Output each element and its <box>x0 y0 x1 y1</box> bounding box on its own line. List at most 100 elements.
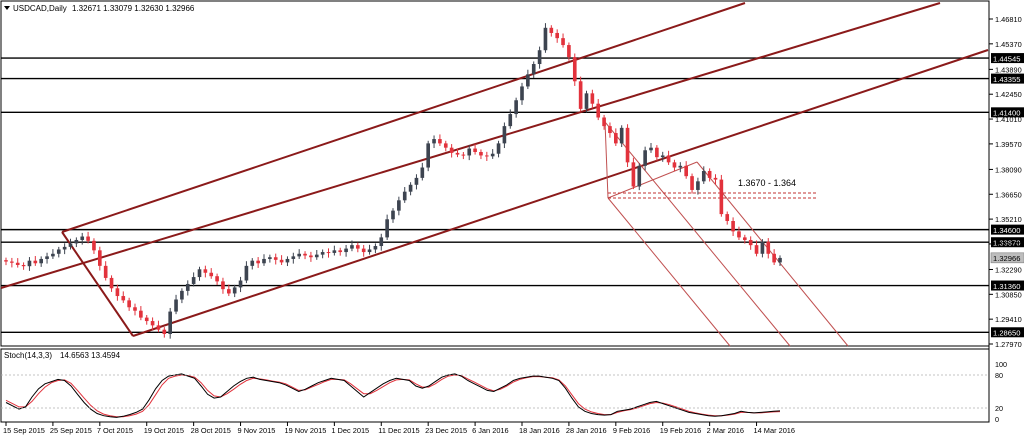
candle <box>291 252 296 264</box>
candle-body <box>215 276 219 282</box>
candle-body <box>86 236 90 241</box>
candle-body <box>555 32 559 39</box>
level-tag-6: 1.28650 <box>993 329 1020 338</box>
stoch-lines <box>5 373 781 418</box>
candle-body <box>133 307 137 311</box>
candle <box>737 226 741 240</box>
candle-body <box>666 155 671 163</box>
desc-channel-bottom[interactable] <box>607 197 731 347</box>
candle-body <box>737 231 741 238</box>
stoch-main-line <box>5 373 781 418</box>
date-tick-label-9: 23 Dec 2015 <box>425 426 467 435</box>
channel-middle-line[interactable] <box>0 2 941 289</box>
candle <box>713 174 718 185</box>
candle-body <box>467 148 472 156</box>
candle <box>92 238 96 254</box>
candle-body <box>660 155 665 158</box>
candle <box>502 122 507 149</box>
desc-channel-mid[interactable] <box>604 121 791 347</box>
candle-body <box>725 214 730 222</box>
current-price-tag-bg <box>990 252 1024 264</box>
candle-body <box>455 152 460 155</box>
candle-body <box>631 162 636 187</box>
candle-body <box>127 300 131 308</box>
candle-body <box>496 143 501 154</box>
candle <box>631 157 636 190</box>
candle <box>56 246 61 258</box>
candle-body <box>385 219 389 238</box>
candle-body <box>326 252 331 254</box>
candle-body <box>690 176 694 190</box>
candle-body <box>314 254 319 258</box>
stoch-signal-line <box>5 374 781 418</box>
channel-lower-line[interactable] <box>132 49 989 337</box>
candle-body <box>156 325 161 330</box>
stoch-panel[interactable] <box>0 348 990 423</box>
candle <box>490 149 495 159</box>
candle <box>725 211 730 225</box>
desc-channel-base <box>607 161 698 199</box>
candle <box>262 254 266 266</box>
horizontal-levels <box>1 57 989 333</box>
candle-body <box>250 260 255 266</box>
candle <box>15 258 20 268</box>
channel-upper-line[interactable] <box>61 2 746 233</box>
candle <box>74 237 79 248</box>
candle-body <box>572 57 577 82</box>
candle <box>385 214 389 240</box>
candle-body <box>625 127 630 163</box>
candle-body <box>473 148 477 153</box>
stoch-level-label-3: 0 <box>995 415 999 424</box>
candle <box>684 161 688 179</box>
candle <box>690 173 694 194</box>
candle <box>39 256 43 267</box>
price-tick-label-1: 1.45370 <box>995 40 1022 49</box>
ohlc-values: 1.32671 1.33079 1.32630 1.32966 <box>72 4 195 13</box>
candle <box>121 291 126 303</box>
candle <box>62 243 67 255</box>
price-tick-label-11: 1.30850 <box>995 290 1022 299</box>
candle <box>408 182 413 196</box>
candle <box>561 33 565 48</box>
candle-body <box>514 100 518 115</box>
candle-body <box>297 253 301 257</box>
price-tick-label-0: 1.46810 <box>995 15 1022 24</box>
candle-body <box>502 126 507 144</box>
candle-body <box>707 170 712 178</box>
price-axis: 1.44545 1.43355 1.41400 1.34600 1.33870 1.313… <box>989 15 1024 349</box>
stoch-level-label-0: 100 <box>995 360 1007 369</box>
candle <box>297 249 301 259</box>
candle <box>666 150 671 165</box>
candle <box>250 258 255 270</box>
dropdown-triangle-icon[interactable] <box>4 6 10 10</box>
candle <box>778 255 782 267</box>
candle-body <box>68 243 73 247</box>
candle-body <box>596 103 601 118</box>
main-chart-panel[interactable] <box>0 0 990 347</box>
stoch-axis: 100 80 20 0 <box>1 360 1007 424</box>
candle-body <box>197 269 202 278</box>
candle-body <box>543 27 548 51</box>
candle <box>309 251 313 262</box>
candle-body <box>115 288 120 297</box>
candle-body <box>420 167 425 178</box>
candle <box>608 122 612 138</box>
level-tag-bg-6 <box>991 327 1024 338</box>
candle <box>109 275 114 292</box>
candle-body <box>367 249 372 253</box>
price-tick-label-8: 1.35210 <box>995 215 1022 224</box>
candle-body <box>121 296 126 301</box>
candle <box>197 266 202 281</box>
candle <box>578 76 583 112</box>
candle-body <box>221 281 225 290</box>
candle-body <box>449 147 454 153</box>
candle <box>760 239 765 258</box>
candle <box>338 247 343 256</box>
candle <box>174 294 178 315</box>
candle <box>643 146 647 171</box>
candle <box>660 151 665 162</box>
price-tick-label-4: 1.41010 <box>995 115 1022 124</box>
candle <box>168 307 172 339</box>
